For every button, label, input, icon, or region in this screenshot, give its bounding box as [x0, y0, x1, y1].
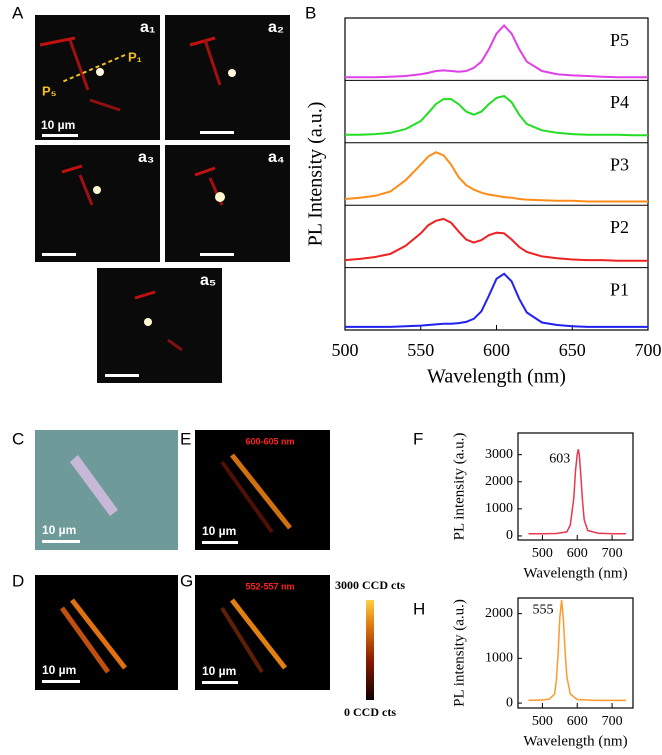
- colorbar-label: 0 CCD cts: [344, 705, 396, 719]
- panel-label: E: [180, 429, 191, 448]
- colorbar-label: 3000 CCD cts: [335, 578, 405, 592]
- x-tick-label: 550: [407, 340, 434, 360]
- plot-frame: [517, 432, 634, 541]
- y-tick-label: 2000: [485, 606, 513, 621]
- series-label: P3: [610, 155, 629, 175]
- marker-label: P₁: [128, 49, 142, 64]
- x-tick-label: 700: [635, 340, 662, 360]
- spectrum-line: [345, 94, 648, 137]
- image-g: 552-557 nm 10 µm: [195, 575, 330, 690]
- spectrum-line: [345, 272, 648, 328]
- spectrum-line: [345, 24, 648, 79]
- x-axis-label: Wavelength (nm): [427, 366, 566, 388]
- x-axis-label: Wavelength (nm): [523, 733, 627, 749]
- scale-bar-label: 10 µm: [202, 664, 236, 678]
- y-tick-label: 2000: [485, 474, 513, 489]
- image-a4: a₄: [165, 145, 290, 262]
- spectrum-line: [344, 217, 648, 262]
- y-axis-label: PL Intensity (a.u.): [305, 102, 327, 247]
- y-axis-label: PL intensity (a.u.): [451, 433, 467, 541]
- image-label: a₃: [138, 149, 154, 166]
- x-tick-label: 700: [602, 714, 623, 729]
- image-label: a₅: [200, 272, 216, 289]
- panel-label: D: [12, 571, 24, 590]
- x-tick-label: 700: [602, 546, 623, 561]
- spectrum-line: [344, 151, 648, 203]
- image-a5: a₅: [97, 268, 222, 383]
- y-tick-label: 0: [506, 695, 513, 710]
- scale-bar-label: 10 µm: [41, 118, 75, 132]
- spectrum-line: [528, 600, 626, 702]
- x-tick-label: 600: [483, 340, 510, 360]
- y-tick-label: 1000: [485, 501, 513, 516]
- x-axis-label: Wavelength (nm): [523, 565, 627, 581]
- panel-label: G: [180, 571, 193, 590]
- image-e: 600-605 nm 10 µm: [195, 430, 330, 550]
- y-tick-label: 3000: [485, 447, 513, 462]
- series-label: P2: [610, 217, 629, 237]
- scale-bar-label: 10 µm: [42, 523, 76, 537]
- panel-label: C: [12, 429, 24, 448]
- series-label: P5: [610, 30, 629, 50]
- image-d: 10 µm: [35, 575, 178, 690]
- image-a3: a₃: [35, 145, 160, 262]
- panel-label: F: [413, 429, 423, 448]
- x-tick-label: 600: [567, 714, 588, 729]
- panel-label: H: [413, 599, 425, 618]
- x-tick-label: 500: [532, 714, 553, 729]
- y-axis-label: PL intensity (a.u.): [451, 599, 467, 707]
- image-a2: a₂: [165, 15, 290, 140]
- y-tick-label: 0: [506, 528, 513, 543]
- band-label: 600-605 nm: [245, 436, 294, 446]
- series-label: P1: [610, 279, 629, 299]
- y-tick-label: 1000: [485, 651, 513, 666]
- band-label: 552-557 nm: [245, 581, 294, 591]
- series-label: P4: [610, 92, 629, 112]
- x-tick-label: 500: [532, 546, 553, 561]
- x-tick-label: 650: [559, 340, 586, 360]
- x-tick-label: 600: [567, 546, 588, 561]
- image-label: a₂: [268, 19, 284, 36]
- panel-label: B: [305, 3, 316, 22]
- panel-label: A: [12, 3, 24, 22]
- image-label: a₁: [140, 19, 156, 36]
- x-tick-label: 500: [332, 340, 359, 360]
- peak-annotation: 603: [549, 451, 570, 466]
- marker-label: P₅: [42, 83, 57, 98]
- colorbar: 3000 CCD cts 0 CCD cts: [335, 578, 405, 719]
- scale-bar-label: 10 µm: [202, 524, 236, 538]
- image-c: 10 µm: [35, 430, 178, 550]
- scale-bar-label: 10 µm: [42, 663, 76, 677]
- image-a1: P₁ P₅ 10 µm a₁: [35, 15, 160, 140]
- image-label: a₄: [268, 149, 285, 166]
- peak-annotation: 555: [533, 602, 554, 617]
- spectrum-line: [528, 449, 626, 535]
- plot-frame: [344, 17, 649, 331]
- plot-frame: [517, 597, 634, 709]
